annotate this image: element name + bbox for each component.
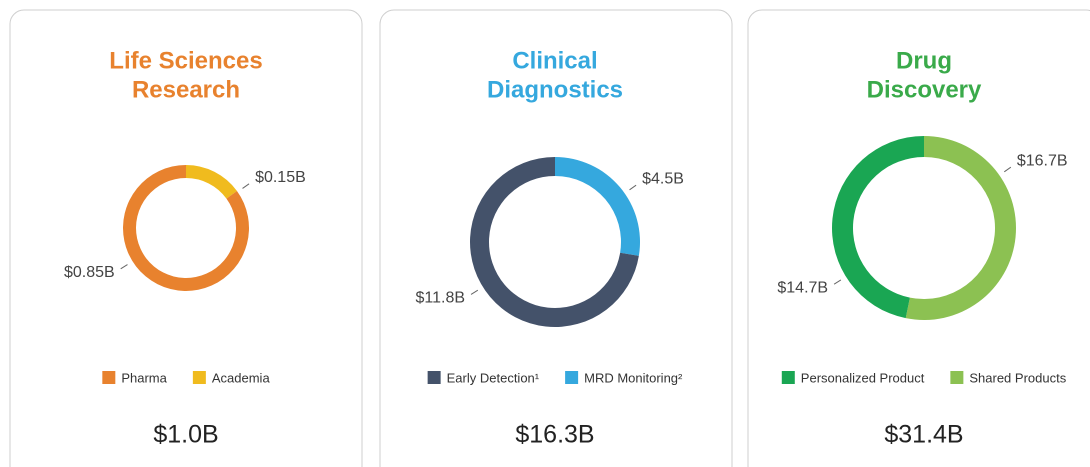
donut-segment — [905, 136, 1016, 320]
legend-swatch — [427, 371, 441, 384]
value-label: $0.85B — [64, 264, 115, 281]
legend: Pharma Academia — [102, 370, 270, 385]
legend-label: Early Detection¹ — [447, 370, 540, 385]
leader-line — [470, 289, 479, 295]
legend-swatch — [102, 371, 116, 384]
value-label: $16.7B — [1017, 152, 1068, 169]
leader-line — [833, 279, 842, 285]
total-value: $31.4B — [884, 421, 963, 449]
leader-line — [629, 184, 637, 191]
card — [747, 9, 1090, 467]
leader-line — [242, 183, 250, 189]
legend-label: MRD Monitoring² — [584, 370, 683, 385]
legend-label: Shared Products — [969, 370, 1066, 385]
legend-swatch — [781, 371, 795, 384]
card-title: Drug — [896, 47, 952, 74]
card-title: Research — [132, 76, 240, 103]
card — [9, 9, 363, 467]
total-value: $16.3B — [515, 421, 594, 449]
card-title: Discovery — [867, 76, 982, 103]
value-label: $11.8B — [416, 290, 466, 307]
legend: Early Detection¹ MRD Monitoring² — [427, 370, 683, 385]
legend-label: Personalized Product — [801, 370, 925, 385]
legend-swatch — [950, 371, 964, 384]
total-value: $1.0B — [153, 421, 218, 449]
leader-line — [120, 264, 128, 270]
card — [379, 9, 733, 467]
legend: Personalized Product Shared Products — [781, 370, 1067, 385]
legend-label: Academia — [212, 370, 271, 385]
card-title: Diagnostics — [487, 76, 623, 103]
donut-segment — [555, 157, 640, 256]
value-label: $14.7B — [777, 279, 828, 296]
legend-swatch — [192, 371, 206, 384]
leader-line — [1003, 166, 1012, 173]
donut-segment — [831, 136, 924, 319]
card-title: Life Sciences — [109, 47, 262, 74]
card-title: Clinical — [512, 47, 597, 74]
legend-label: Pharma — [121, 370, 167, 385]
donut-segment — [186, 165, 237, 199]
value-label: $0.15B — [255, 169, 306, 186]
legend-swatch — [565, 371, 579, 384]
value-label: $4.5B — [642, 170, 684, 187]
